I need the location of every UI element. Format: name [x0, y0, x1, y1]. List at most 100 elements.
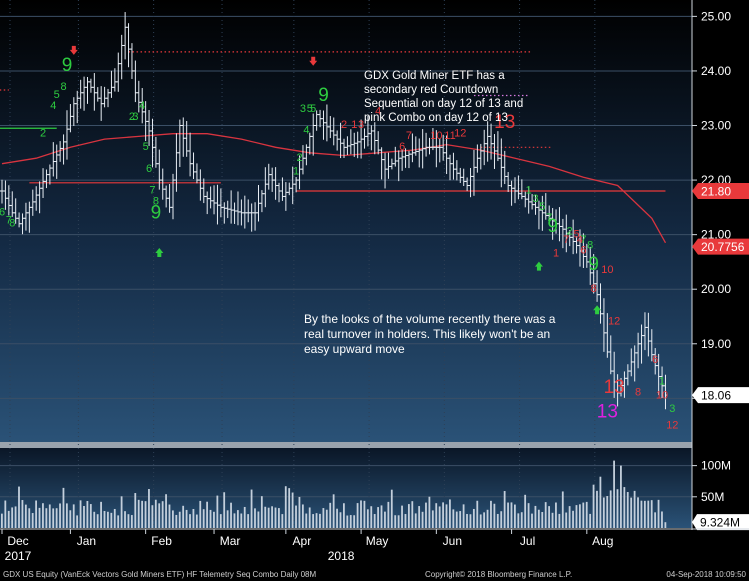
- volume-bar: [113, 508, 116, 528]
- volume-bar: [21, 500, 24, 528]
- volume-bar: [534, 505, 537, 528]
- sequential-count-label: 8: [9, 217, 15, 229]
- volume-bar: [531, 513, 533, 528]
- volume-bar: [390, 489, 393, 528]
- volume-gridlines: [0, 465, 692, 498]
- sequential-count-label: 8: [591, 283, 597, 295]
- price-gridlines: [0, 15, 692, 399]
- volume-bar: [182, 505, 185, 528]
- sequential-count-label: 2: [40, 127, 46, 139]
- sequential-count-label: 1: [351, 119, 357, 131]
- volume-bar: [585, 501, 588, 528]
- sequential-count-label: 1: [526, 185, 532, 197]
- sequential-count-label: 9: [62, 55, 73, 76]
- sequential-count-label: 2: [129, 111, 135, 123]
- volume-bar: [284, 486, 287, 528]
- sequential-count-label: 12: [454, 127, 466, 139]
- volume-bar: [640, 500, 643, 528]
- volume-bars: [1, 460, 667, 528]
- volume-bar: [247, 514, 250, 528]
- volume-bar: [151, 505, 154, 528]
- volume-bar: [609, 490, 612, 528]
- volume-bar: [319, 513, 321, 528]
- volume-bar: [469, 514, 472, 528]
- sequential-count-label: 3: [300, 103, 306, 115]
- volume-bar: [55, 508, 58, 528]
- volume-bar: [377, 507, 379, 528]
- volume-bar: [657, 499, 660, 528]
- price-panel-bg: [0, 0, 692, 442]
- volume-bar: [643, 500, 646, 528]
- volume-bar: [250, 489, 253, 528]
- volume-bar: [537, 509, 540, 528]
- sequential-count-label: 3: [669, 403, 675, 415]
- volume-bar: [158, 503, 161, 528]
- footer-left: GDX US Equity (VanEck Vectors Gold Miner…: [3, 570, 316, 579]
- volume-bar: [394, 515, 397, 528]
- volume-bar: [507, 502, 509, 528]
- month-label: May: [366, 534, 389, 548]
- volume-bar: [7, 510, 10, 528]
- arrow-up-icon: [534, 261, 543, 271]
- volume-bar: [120, 496, 123, 528]
- volume-bar: [38, 507, 41, 528]
- volume-bar: [363, 500, 366, 528]
- volume-bar: [520, 512, 523, 528]
- volume-bar: [449, 499, 451, 528]
- volume-bar: [442, 502, 444, 528]
- volume-bar: [575, 505, 578, 528]
- arrow-up-icon: [593, 305, 602, 315]
- top-note: GDX Gold Miner ETF has a secondary red C…: [364, 70, 524, 124]
- volume-bar: [28, 508, 31, 528]
- volume-bar: [565, 512, 568, 528]
- volume-bar: [69, 510, 72, 528]
- volume-bar: [541, 512, 544, 528]
- volume-bar: [401, 505, 403, 528]
- volume-bar: [100, 501, 102, 528]
- volume-bar: [213, 511, 215, 528]
- volume-bar: [462, 504, 465, 528]
- volume-bar: [79, 500, 82, 528]
- volume-bar: [312, 514, 315, 528]
- volume-bar: [264, 506, 267, 528]
- sequential-count-label: 3: [358, 119, 364, 131]
- volume-bar: [578, 504, 581, 528]
- volume-bar: [650, 500, 653, 528]
- sequential-count-label: 5: [539, 201, 545, 213]
- sequential-count-label: 2: [341, 119, 347, 131]
- sequential-count-label: 2: [296, 152, 302, 164]
- volume-bar: [661, 511, 663, 528]
- price-tick-label: 20.00: [701, 282, 731, 296]
- volume-bar: [96, 514, 99, 528]
- volume-bar: [4, 500, 7, 528]
- volume-bar: [281, 514, 284, 528]
- volume-bar: [35, 500, 37, 528]
- volume-bar: [42, 503, 44, 528]
- sequential-count-label: 9: [588, 254, 599, 275]
- arrow-down-icon: [69, 45, 78, 55]
- volume-bar: [589, 513, 592, 528]
- sequential-count-label: 6: [580, 245, 586, 257]
- volume-bar: [161, 501, 164, 528]
- sequential-count-label: 8: [635, 387, 641, 399]
- volume-bar: [561, 491, 564, 528]
- month-label: Jun: [443, 534, 462, 548]
- volume-bar: [298, 496, 301, 528]
- month-label: Feb: [151, 534, 172, 548]
- volume-bar: [613, 460, 615, 528]
- volume-bar: [346, 515, 349, 528]
- signal-arrows: [69, 45, 602, 315]
- sequential-count-label: 6: [399, 141, 405, 153]
- volume-bar: [76, 515, 79, 528]
- price-box: [692, 238, 749, 255]
- volume-bar: [195, 514, 198, 528]
- sequential-count-label: 13: [597, 401, 618, 422]
- volume-bar: [664, 522, 667, 528]
- volume-bar: [260, 496, 263, 528]
- volume-bar: [291, 492, 294, 528]
- volume-bar: [257, 511, 260, 528]
- sequential-count-label: 7: [6, 215, 12, 227]
- volume-bar: [322, 508, 325, 528]
- volume-bar: [134, 493, 137, 528]
- sequential-count-label: 4: [139, 100, 145, 112]
